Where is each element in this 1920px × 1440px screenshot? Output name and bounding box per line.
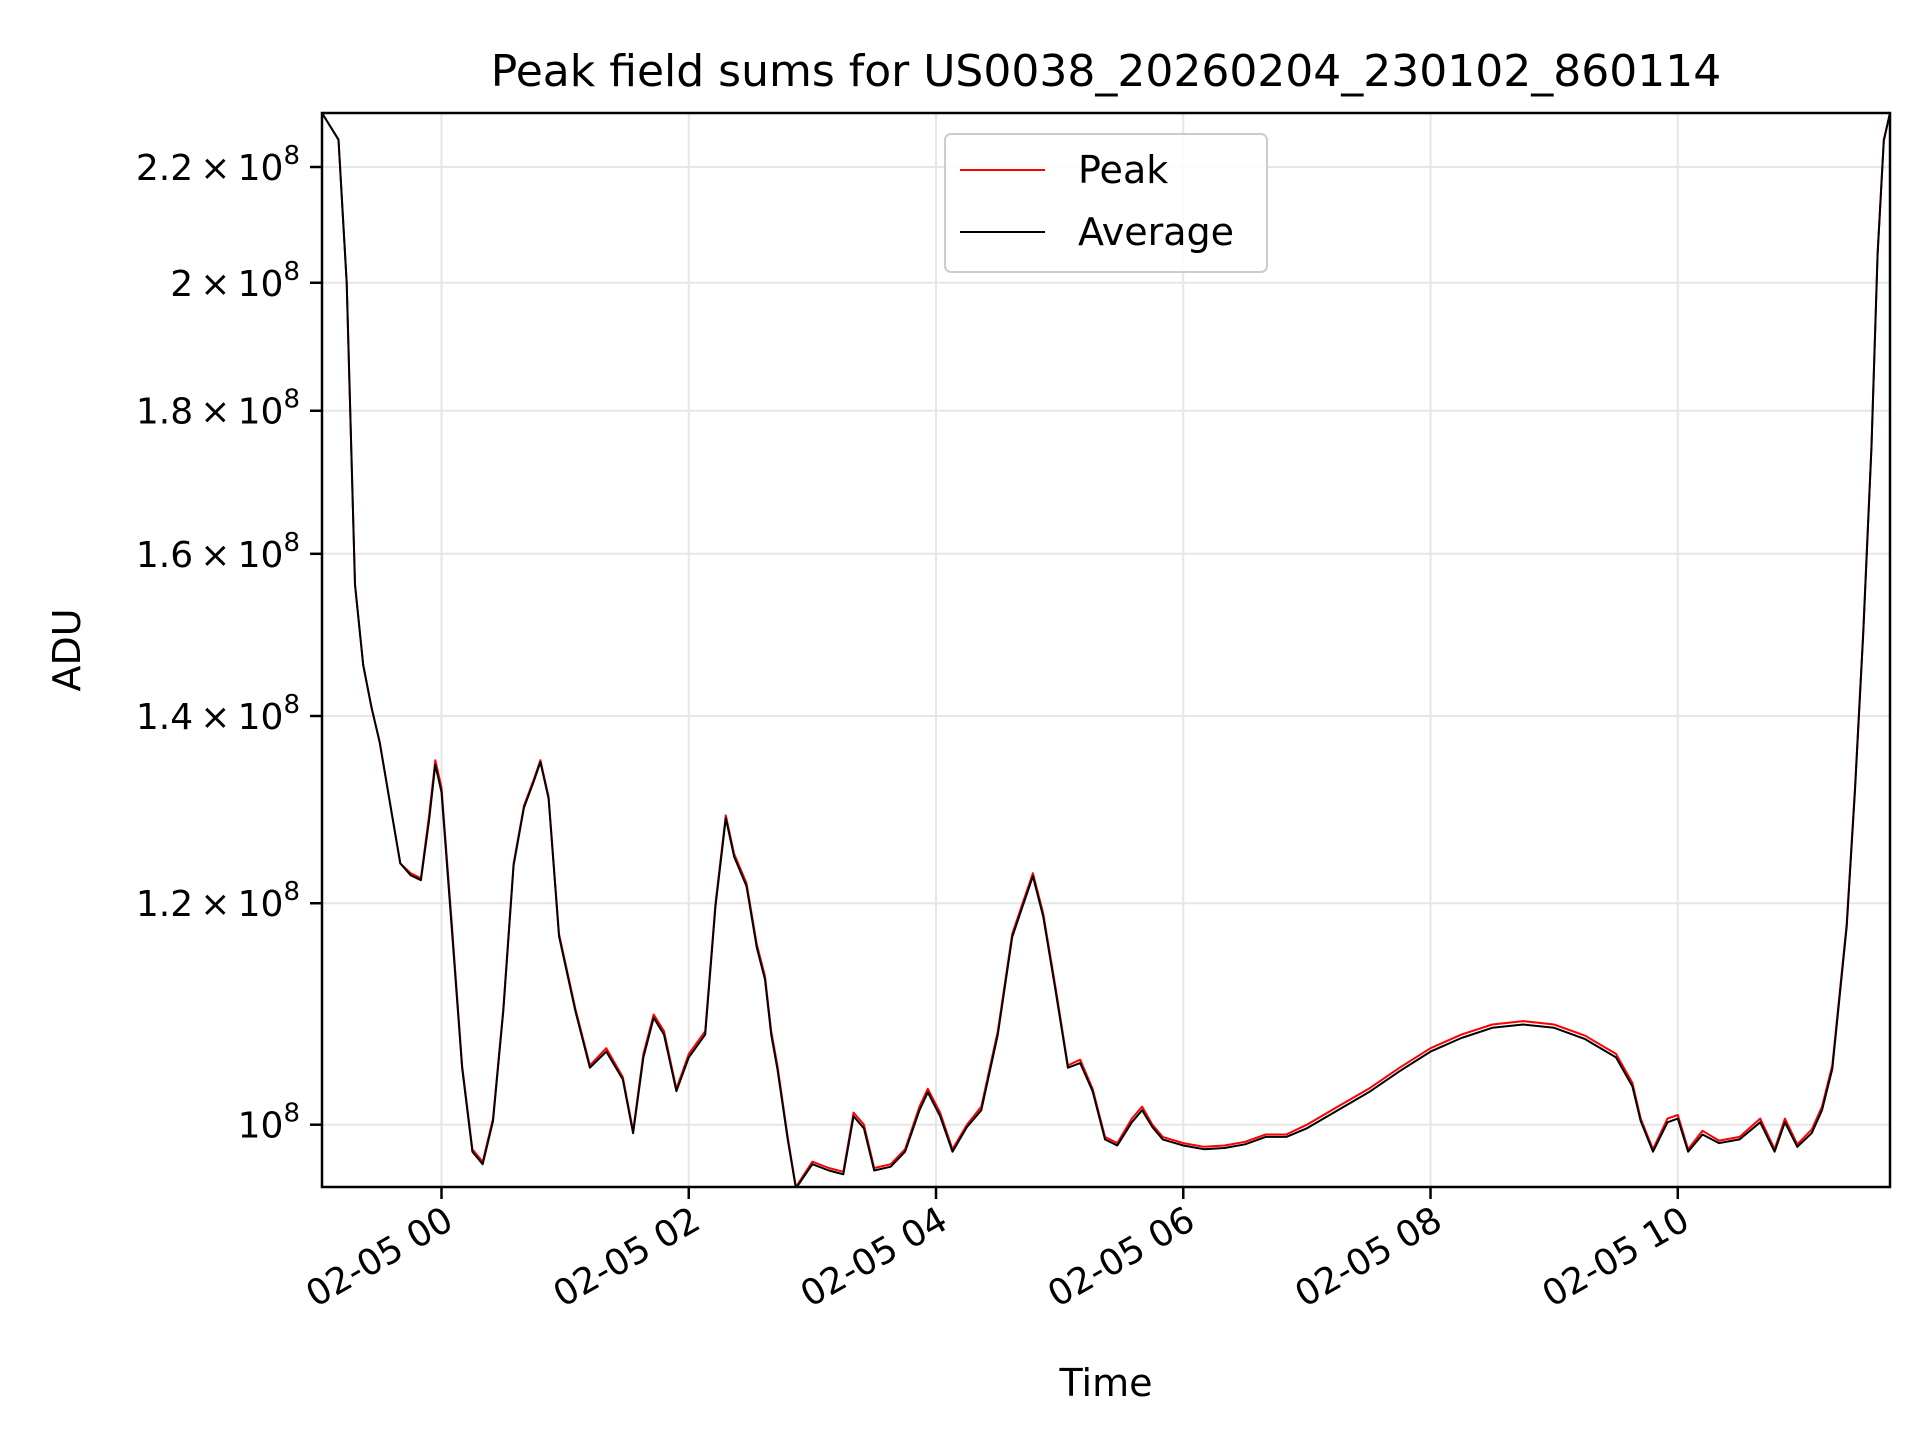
y-tick-mantissa: 10 (238, 1106, 284, 1147)
y-axis-label: ADU (45, 608, 89, 691)
y-tick-mantissa: 1.2 × 10 (136, 884, 284, 925)
y-tick-exponent: 8 (283, 528, 300, 558)
series-line-average (322, 113, 1890, 1187)
y-tick-label: 2 × 108 (170, 257, 300, 305)
legend-label-average: Average (1078, 210, 1234, 254)
y-tick-mantissa: 1.6 × 10 (136, 535, 284, 576)
legend: Peak Average (944, 133, 1268, 273)
y-tick-mantissa: 1.8 × 10 (136, 392, 284, 433)
y-tick-exponent: 8 (283, 690, 300, 720)
axes-frame (320, 111, 1892, 1189)
y-tick-mantissa: 2 × 10 (170, 264, 283, 305)
plot-area (322, 113, 1890, 1187)
y-tick-label: 2.2 × 108 (136, 141, 300, 189)
y-tick-exponent: 8 (283, 141, 300, 171)
x-axis-label: Time (1059, 1361, 1153, 1405)
y-tick-label: 1.4 × 108 (136, 690, 300, 738)
y-tick-exponent: 8 (283, 385, 300, 415)
y-tick-mantissa: 1.4 × 10 (136, 697, 284, 738)
y-tick-mantissa: 2.2 × 10 (136, 148, 284, 189)
y-tick-exponent: 8 (283, 877, 300, 907)
legend-label-peak: Peak (1078, 148, 1168, 192)
y-tick-exponent: 8 (283, 1099, 300, 1129)
y-tick-label: 108 (238, 1099, 300, 1147)
y-tick-label: 1.6 × 108 (136, 528, 300, 576)
gridlines (322, 113, 1890, 1187)
chart-title: Peak field sums for US0038_20260204_2301… (491, 46, 1721, 97)
y-tick-label: 1.2 × 108 (136, 877, 300, 925)
y-tick-label: 1.8 × 108 (136, 385, 300, 433)
y-tick-exponent: 8 (283, 257, 300, 287)
legend-box (944, 133, 1268, 273)
